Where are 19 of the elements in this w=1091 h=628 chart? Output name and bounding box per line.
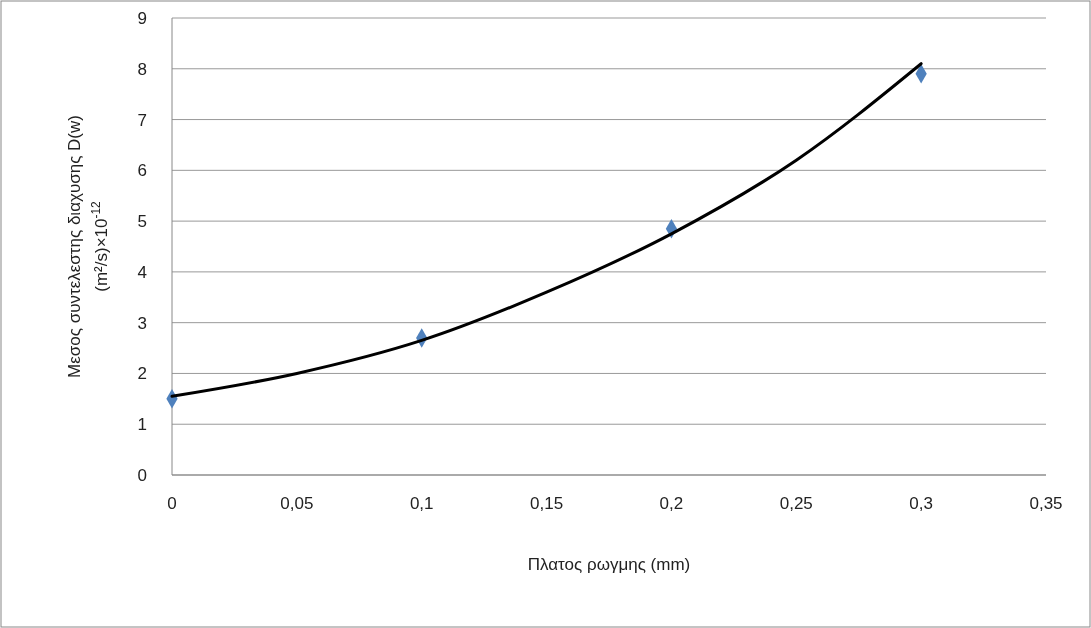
x-axis-title: Πλατος ρωγμης (mm)	[527, 555, 691, 574]
y-tick-label: 7	[137, 110, 147, 130]
y-tick-label: 8	[137, 59, 147, 79]
y-tick-label: 5	[137, 212, 147, 232]
x-tick-label: 0,2	[659, 494, 684, 513]
x-tick-label: 0,3	[909, 494, 933, 513]
x-tick-label: 0	[167, 494, 177, 513]
x-tick-label: 0,35	[1029, 494, 1063, 513]
x-tick-label: 0,25	[779, 494, 813, 513]
y-tick-label: 2	[137, 364, 147, 384]
y-tick-label: 6	[137, 161, 147, 181]
y-tick-label: 0	[137, 465, 147, 485]
y-tick-label: 3	[137, 313, 147, 333]
y-tick-label: 4	[137, 262, 147, 282]
x-tick-label: 0,15	[530, 494, 564, 513]
x-tick-label: 0,05	[280, 494, 314, 513]
x-tick-label: 0,1	[409, 494, 434, 513]
y-tick-label: 9	[137, 8, 147, 28]
y-tick-label: 1	[137, 415, 147, 435]
